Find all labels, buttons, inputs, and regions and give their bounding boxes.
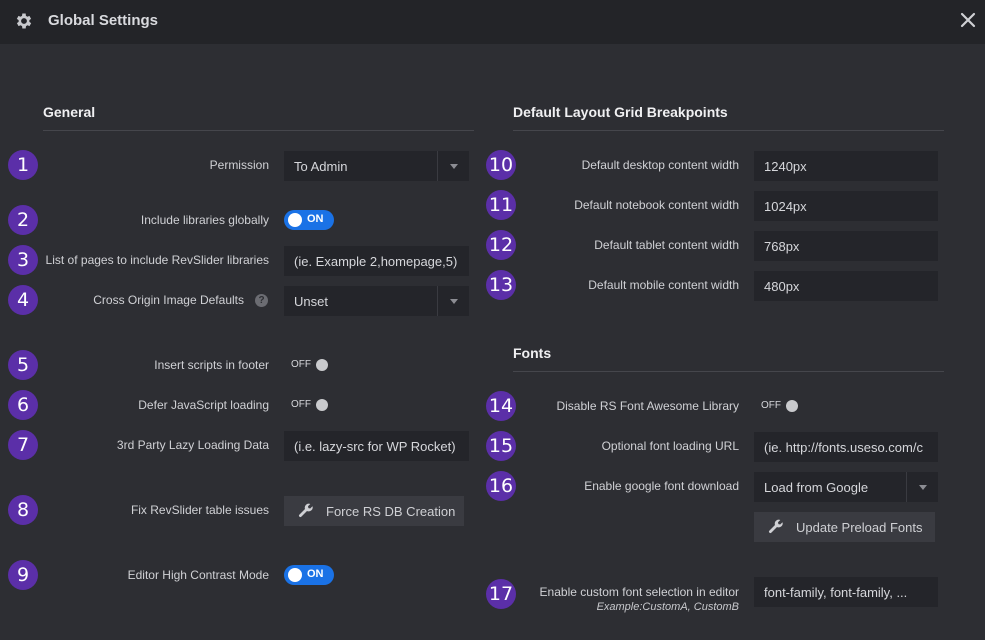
lazy-loading-input[interactable]: (i.e. lazy-src for WP Rocket)	[284, 431, 469, 461]
toggle-state: ON	[307, 568, 324, 580]
step-badge: 2	[8, 205, 38, 235]
high-contrast-toggle[interactable]: ON	[284, 565, 334, 585]
force-db-creation-label: Force RS DB Creation	[326, 503, 456, 519]
cross-origin-value: Unset	[294, 293, 328, 309]
custom-font-label: Enable custom font selection in editor	[539, 585, 739, 599]
toggle-state: OFF	[291, 399, 311, 410]
fix-tables-label: Fix RevSlider table issues	[130, 503, 269, 517]
google-font-value: Load from Google	[764, 479, 869, 495]
section-title-breakpoints: Default Layout Grid Breakpoints	[513, 104, 728, 120]
permission-label: Permission	[209, 158, 269, 172]
caret-down-icon	[918, 484, 927, 490]
divider	[43, 130, 474, 131]
caret-down-icon	[449, 298, 458, 304]
font-url-input[interactable]: (ie. http://fonts.useso.com/c	[754, 432, 938, 462]
step-badge: 6	[8, 390, 38, 420]
step-badge: 4	[8, 285, 38, 315]
google-font-select[interactable]: Load from Google	[754, 472, 938, 502]
gear-icon	[16, 13, 32, 29]
pages-list-input[interactable]: (ie. Example 2,homepage,5)	[284, 246, 469, 276]
pages-list-label: List of pages to include RevSlider libra…	[45, 253, 269, 267]
wrench-icon	[768, 519, 783, 534]
permission-select[interactable]: To Admin	[284, 151, 469, 181]
font-awesome-label: Disable RS Font Awesome Library	[556, 399, 739, 413]
title-bar: Global Settings	[0, 0, 985, 44]
scripts-footer-toggle[interactable]: OFF	[284, 355, 334, 375]
desktop-width-label: Default desktop content width	[581, 158, 739, 172]
toggle-knob	[288, 568, 302, 582]
step-badge: 16	[486, 471, 516, 501]
high-contrast-label: Editor High Contrast Mode	[127, 568, 269, 582]
lazy-loading-label: 3rd Party Lazy Loading Data	[116, 438, 269, 452]
wrench-icon	[298, 503, 313, 518]
toggle-knob	[786, 400, 798, 412]
toggle-state: ON	[307, 213, 324, 225]
window-title: Global Settings	[48, 12, 159, 29]
tablet-width-label: Default tablet content width	[594, 238, 739, 252]
permission-value: To Admin	[294, 158, 348, 174]
step-badge: 5	[8, 350, 38, 380]
step-badge: 12	[486, 230, 516, 260]
step-badge: 13	[486, 270, 516, 300]
close-icon[interactable]	[957, 9, 979, 31]
include-libraries-toggle[interactable]: ON	[284, 210, 334, 230]
step-badge: 14	[486, 391, 516, 421]
section-title-fonts: Fonts	[513, 345, 552, 361]
toggle-knob	[316, 399, 328, 411]
defer-js-label: Defer JavaScript loading	[138, 398, 269, 412]
step-badge: 9	[8, 560, 38, 590]
help-icon[interactable]: ?	[255, 294, 268, 307]
font-awesome-toggle[interactable]: OFF	[754, 396, 804, 416]
custom-font-example: Example:CustomA, CustomB	[596, 601, 739, 613]
update-preload-fonts-button[interactable]: Update Preload Fonts	[754, 512, 935, 542]
step-badge: 7	[8, 430, 38, 460]
step-badge: 8	[8, 495, 38, 525]
toggle-state: OFF	[291, 359, 311, 370]
notebook-width-label: Default notebook content width	[574, 198, 739, 212]
dropdown-toggle[interactable]	[437, 286, 469, 316]
notebook-width-input[interactable]: 1024px	[754, 191, 938, 221]
desktop-width-input[interactable]: 1240px	[754, 151, 938, 181]
mobile-width-input[interactable]: 480px	[754, 271, 938, 301]
mobile-width-label: Default mobile content width	[588, 278, 739, 292]
caret-down-icon	[449, 163, 458, 169]
divider	[513, 371, 944, 372]
divider	[513, 130, 944, 131]
step-badge: 1	[8, 150, 38, 180]
custom-font-input[interactable]: font-family, font-family, ...	[754, 577, 938, 607]
font-url-label: Optional font loading URL	[601, 439, 739, 453]
tablet-width-input[interactable]: 768px	[754, 231, 938, 261]
defer-js-toggle[interactable]: OFF	[284, 395, 334, 415]
dropdown-toggle[interactable]	[906, 472, 938, 502]
cross-origin-select[interactable]: Unset	[284, 286, 469, 316]
toggle-knob	[316, 359, 328, 371]
step-badge: 17	[486, 579, 516, 609]
step-badge: 3	[8, 245, 38, 275]
google-font-label: Enable google font download	[584, 479, 739, 493]
cross-origin-label: Cross Origin Image Defaults	[93, 293, 244, 307]
step-badge: 10	[486, 150, 516, 180]
force-db-creation-button[interactable]: Force RS DB Creation	[284, 496, 464, 526]
include-libraries-label: Include libraries globally	[140, 213, 269, 227]
toggle-state: OFF	[761, 400, 781, 411]
scripts-footer-label: Insert scripts in footer	[154, 358, 269, 372]
toggle-knob	[288, 213, 302, 227]
section-title-general: General	[43, 104, 96, 120]
step-badge: 15	[486, 431, 516, 461]
dropdown-toggle[interactable]	[437, 151, 469, 181]
update-preload-fonts-label: Update Preload Fonts	[796, 519, 923, 535]
step-badge: 11	[486, 190, 516, 220]
